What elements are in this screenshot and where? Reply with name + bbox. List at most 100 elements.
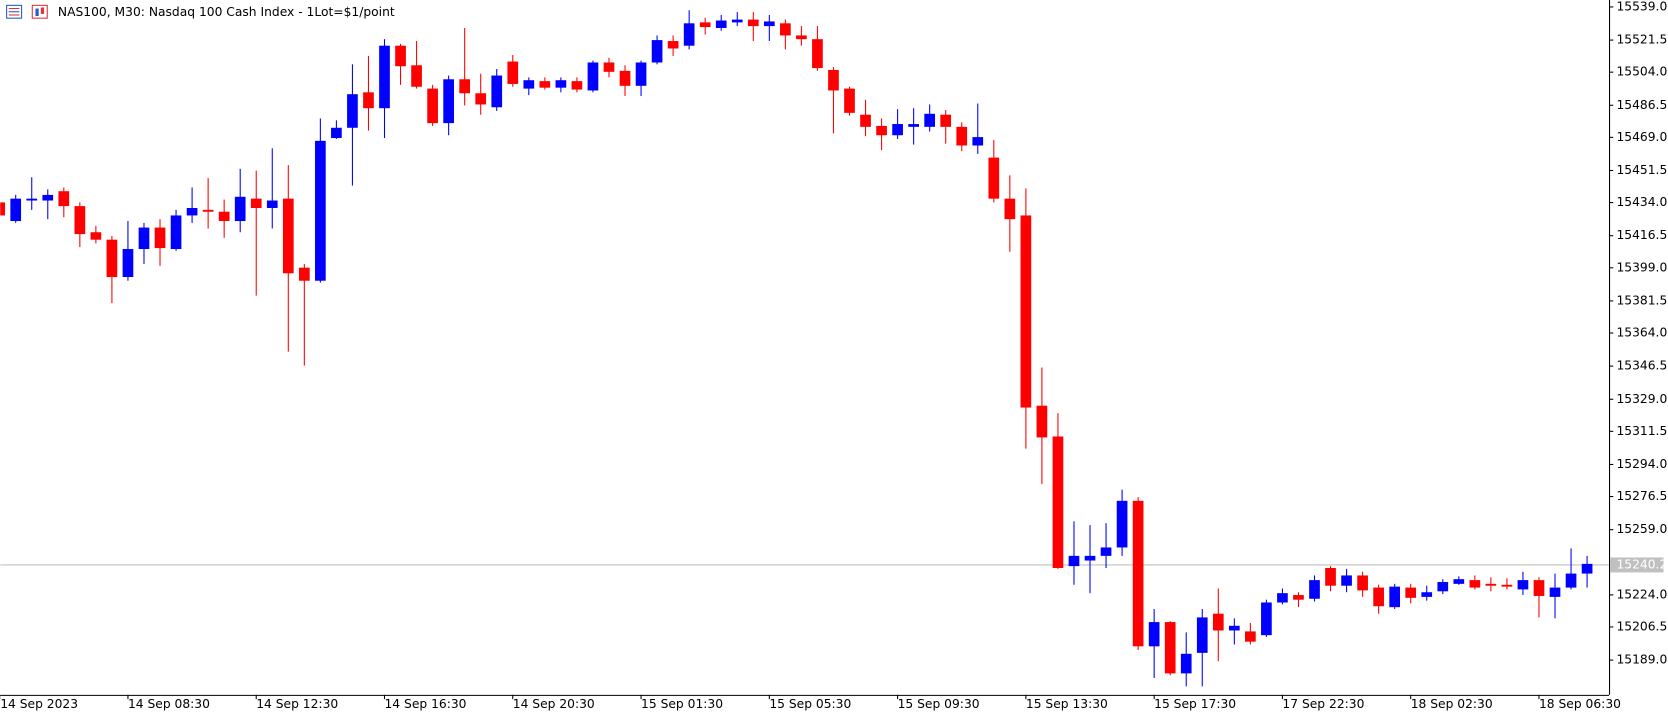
candle-body [1565,573,1577,588]
candle-body [282,198,294,274]
candle-body [1020,215,1032,408]
candle-body [972,137,984,146]
candle-body [1581,563,1593,574]
candle-body [154,227,166,249]
candle-body [1180,653,1192,674]
candle-body [860,114,871,127]
candle-body [635,62,647,86]
candle-body [1373,587,1384,607]
candle-body [218,211,230,222]
candle-body [940,114,952,127]
candle-body [186,207,198,216]
candle-body [90,232,102,240]
candle-body [812,39,823,69]
candle-body [331,127,342,139]
y-tick-label: 15364.0 [1616,325,1667,339]
candle-body [363,92,374,109]
y-tick-label: 15276.5 [1616,489,1667,503]
candle-body [1084,555,1096,561]
candle-body [491,75,503,108]
candle-body [379,45,390,109]
candle-body [1052,436,1064,568]
candle-body [10,198,22,222]
x-tick-label: 18 Sep 06:30 [1539,697,1621,711]
current-price-label: 15240.2 [1616,557,1667,571]
plot-area [0,10,1609,687]
candle-body [780,23,791,36]
candle-body [1517,580,1529,590]
candle-body [1100,547,1112,556]
candle-body [26,198,38,201]
x-tick-label: 14 Sep 16:30 [385,697,467,711]
y-tick-label: 15259.0 [1616,522,1667,536]
candle-body [523,80,535,89]
candle-body [571,81,583,90]
candle-body [892,124,903,136]
y-tick-label: 15381.5 [1616,293,1667,307]
candle-body [1533,580,1545,596]
x-tick-label: 15 Sep 09:30 [898,697,980,711]
candle-body [587,62,599,91]
candle-body [443,79,454,124]
current-price-box [1610,557,1664,573]
candle-body [1068,555,1080,567]
candle-body [1469,580,1481,588]
candle-body [138,227,150,250]
candle-body [315,140,326,281]
y-tick-label: 15434.0 [1616,195,1667,209]
candle-body [1437,581,1449,592]
candle-body [1004,198,1016,220]
candle-body [298,267,310,281]
y-tick-label: 15451.5 [1616,163,1667,177]
candle-body [699,22,711,28]
candle-body [988,157,1000,199]
candle-body [876,125,887,136]
candle-body [1501,584,1513,587]
candle-body [763,21,775,27]
candle-body [1293,595,1304,600]
candle-body [603,62,615,72]
x-tick-label: 14 Sep 2023 [0,697,78,711]
candle-body [1228,625,1240,631]
candle-body [459,79,471,94]
candle-body [1325,567,1336,586]
candle-body [1261,602,1272,636]
candle-body [475,93,487,105]
candle-body [427,88,438,124]
candle-body [106,239,118,277]
candle-body [1309,580,1320,599]
y-tick-label: 15346.5 [1616,359,1667,373]
x-tick-label: 14 Sep 08:30 [128,697,210,711]
y-tick-label: 15399.0 [1616,260,1667,274]
candle-body [1277,593,1288,603]
candle-body [683,23,695,46]
candle-body [1453,579,1465,584]
candle-body [715,20,727,28]
candle-body [1036,405,1048,438]
candle-body [731,19,743,23]
y-tick-label: 15486.5 [1616,98,1667,112]
y-tick-label: 15416.5 [1616,228,1667,242]
icon [35,8,39,17]
y-tick-label: 15539.0 [1616,0,1667,13]
y-tick-label: 15504.0 [1616,65,1667,79]
candle-body [266,200,278,208]
candle-body [411,65,422,87]
x-tick-label: 15 Sep 01:30 [641,697,723,711]
candle-body [250,198,262,208]
x-tick-label: 17 Sep 22:30 [1282,697,1364,711]
y-tick-label: 15521.5 [1616,33,1667,47]
candle-body [1341,575,1352,586]
chart-icons [6,4,48,19]
candle-body [122,249,134,277]
y-tick-label: 15224.0 [1616,587,1667,601]
candle-body [956,126,968,146]
icon [40,7,45,14]
candle-body [1357,575,1368,591]
candle-body [1485,583,1497,586]
candle-body [0,202,6,216]
candle-body [619,70,631,86]
candle-body [234,196,246,222]
